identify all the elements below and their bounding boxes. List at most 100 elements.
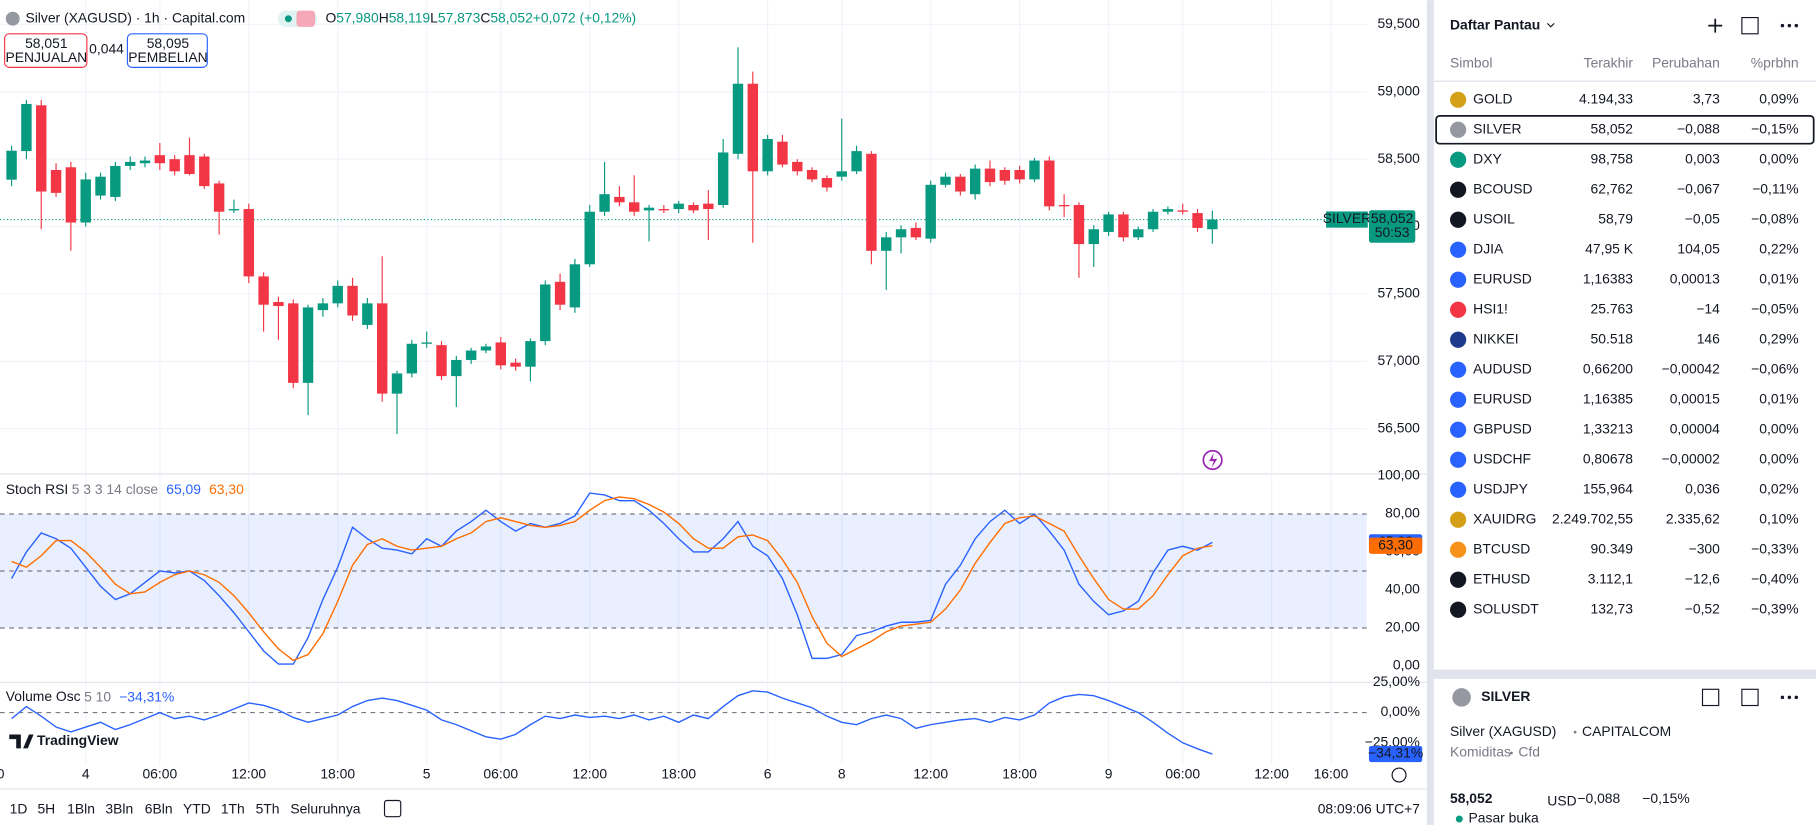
candle-body	[1207, 219, 1218, 230]
candle-body	[258, 276, 269, 305]
symbol[interactable]: USDCHF	[1473, 450, 1531, 466]
sell-price: 58,051	[25, 35, 68, 51]
candle-body	[228, 209, 240, 211]
sell-button[interactable]	[4, 33, 88, 68]
range-button[interactable]: 5H	[37, 800, 55, 816]
grid-icon[interactable]	[1701, 688, 1720, 707]
last-price: 62,762	[1591, 180, 1634, 196]
change: 0,036	[1685, 480, 1720, 496]
y-tick-label: 0,00	[1393, 657, 1420, 673]
symbol-icon	[1450, 391, 1467, 408]
range-button[interactable]: 3Bln	[105, 800, 133, 816]
candle-body	[851, 151, 862, 172]
add-icon[interactable]	[1708, 18, 1723, 33]
candle-body	[1044, 160, 1055, 207]
candle-body	[999, 169, 1011, 181]
change: 0,00004	[1670, 420, 1720, 436]
candle-body	[273, 302, 284, 307]
range-button[interactable]: YTD	[183, 800, 211, 816]
legend-value: −34,31%	[119, 688, 174, 704]
symbol[interactable]: NIKKEI	[1473, 330, 1519, 346]
symbol-icon	[1450, 301, 1467, 318]
candle-body	[1118, 214, 1129, 238]
x-tick-label: 5	[423, 766, 431, 782]
symbol[interactable]: ETHUSD	[1473, 570, 1530, 586]
change-pct: 0,00%	[1759, 450, 1798, 466]
column-header: Perubahan	[1652, 55, 1720, 71]
last-value-tag-bg	[1368, 537, 1423, 554]
change-pct: 0,09%	[1759, 90, 1798, 106]
candle-body	[480, 346, 492, 351]
price-tag-countdown: 50:53	[1375, 224, 1410, 240]
change-pct: 0,00%	[1759, 150, 1798, 166]
price-tag-value: 58,052	[1371, 210, 1414, 226]
change: −0,52	[1685, 600, 1720, 616]
candle-body	[332, 285, 343, 304]
candle-body	[1029, 160, 1040, 180]
change-pct: 0,01%	[1759, 270, 1798, 286]
candle-body	[821, 178, 833, 188]
candle-body	[940, 176, 951, 185]
chart-title: Silver (XAGUSD) · 1h · Capital.com	[25, 9, 245, 25]
candle-body	[717, 152, 729, 205]
candle-body	[569, 264, 581, 308]
symbol[interactable]: AUDUSD	[1473, 360, 1532, 376]
indicator-title: Stoch RSI 5 3 3 14 close 65,09 63,30	[6, 481, 244, 497]
change-pct: 0,00%	[1759, 420, 1798, 436]
y-tick-label: 0,00%	[1381, 703, 1420, 719]
range-button[interactable]: 1D	[10, 800, 28, 816]
layout-icon[interactable]	[1741, 16, 1759, 35]
indicator-params: 5 10	[84, 688, 111, 704]
symbol[interactable]: EURUSD	[1473, 270, 1532, 286]
candle-body	[95, 176, 106, 196]
change: −0,00042	[1662, 360, 1721, 376]
candle-body	[984, 168, 996, 183]
symbol[interactable]: BTCUSD	[1473, 540, 1530, 556]
candle-body	[614, 196, 625, 203]
alert-icon[interactable]	[1202, 449, 1223, 471]
candle-body	[451, 359, 462, 377]
indicator-line	[11, 690, 1213, 755]
status-dot	[284, 15, 292, 23]
x-tick-label: 8	[838, 766, 846, 782]
edit-icon[interactable]	[1741, 688, 1759, 707]
spread: 0,044	[89, 41, 124, 57]
price-tag-name: SILVER	[1323, 210, 1371, 226]
symbol[interactable]: XAUIDRG	[1473, 510, 1536, 526]
more-icon[interactable]	[1780, 695, 1799, 700]
symbol[interactable]: SILVER	[1473, 120, 1521, 136]
symbol[interactable]: SOLUSDT	[1473, 600, 1539, 616]
logo-mark	[9, 734, 34, 749]
range-button[interactable]: 5Th	[256, 800, 280, 816]
ohlc-key: C	[480, 9, 490, 25]
symbol[interactable]: DJIA	[1473, 240, 1504, 256]
range-button[interactable]: 6Bln	[145, 800, 173, 816]
last-price: 155,964	[1583, 480, 1633, 496]
x-tick-label: 18:00	[661, 766, 696, 782]
y-tick-label: −25,00%	[1365, 733, 1420, 749]
symbol-icon	[1450, 481, 1467, 498]
symbol[interactable]: GBPUSD	[1473, 420, 1532, 436]
buy-button[interactable]	[126, 33, 208, 68]
symbol[interactable]: HSI1!	[1473, 300, 1508, 316]
settings-icon[interactable]	[1391, 767, 1407, 783]
range-button[interactable]: Seluruhnya	[290, 800, 360, 816]
change-pct: −0,11%	[1752, 180, 1798, 196]
symbol[interactable]: USDJPY	[1473, 480, 1528, 496]
range-button[interactable]: 1Th	[221, 800, 245, 816]
symbol[interactable]: EURUSD	[1473, 390, 1532, 406]
symbol[interactable]: GOLD	[1473, 90, 1512, 106]
symbol[interactable]: BCOUSD	[1473, 180, 1532, 196]
symbol[interactable]: USOIL	[1473, 210, 1515, 226]
y-tick-label: 56,500	[1377, 419, 1420, 435]
candle-body	[925, 184, 936, 239]
last-price: 58,052	[1591, 120, 1634, 136]
x-tick-label: 12:00	[913, 766, 948, 782]
change-pct: −0,15%	[1751, 120, 1798, 136]
more-icon[interactable]	[1780, 23, 1799, 28]
candle-body	[510, 362, 521, 367]
range-button[interactable]: 1Bln	[67, 800, 95, 816]
y-tick-label: 57,500	[1377, 285, 1420, 301]
date-range-icon[interactable]	[383, 799, 402, 818]
symbol[interactable]: DXY	[1473, 150, 1502, 166]
